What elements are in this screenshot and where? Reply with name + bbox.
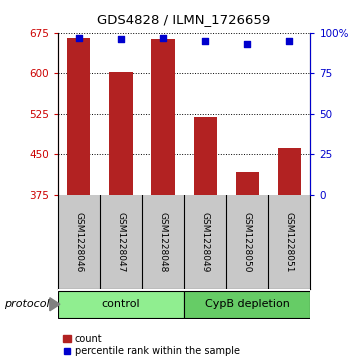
Point: [202, 38, 208, 44]
Polygon shape: [50, 298, 60, 311]
Bar: [236, 172, 259, 195]
Text: GSM1228046: GSM1228046: [74, 212, 83, 272]
Bar: [193, 117, 217, 195]
Bar: [278, 148, 301, 195]
Text: GSM1228047: GSM1228047: [117, 212, 125, 272]
Text: GSM1228048: GSM1228048: [158, 212, 168, 272]
Bar: [58, 291, 184, 318]
Text: CypB depletion: CypB depletion: [205, 299, 290, 309]
Legend: count, percentile rank within the sample: count, percentile rank within the sample: [59, 330, 243, 360]
Text: protocol: protocol: [4, 299, 49, 309]
Point: [118, 36, 124, 42]
Text: GSM1228050: GSM1228050: [243, 212, 252, 272]
Text: GSM1228051: GSM1228051: [285, 212, 294, 272]
Bar: [184, 291, 310, 318]
Text: control: control: [102, 299, 140, 309]
Point: [76, 34, 82, 40]
Text: GSM1228049: GSM1228049: [201, 212, 210, 272]
Point: [244, 41, 250, 47]
Bar: [109, 72, 132, 195]
Text: GDS4828 / ILMN_1726659: GDS4828 / ILMN_1726659: [97, 13, 271, 26]
Point: [160, 34, 166, 40]
Bar: [67, 38, 90, 195]
Point: [287, 38, 292, 44]
Bar: [152, 39, 175, 195]
